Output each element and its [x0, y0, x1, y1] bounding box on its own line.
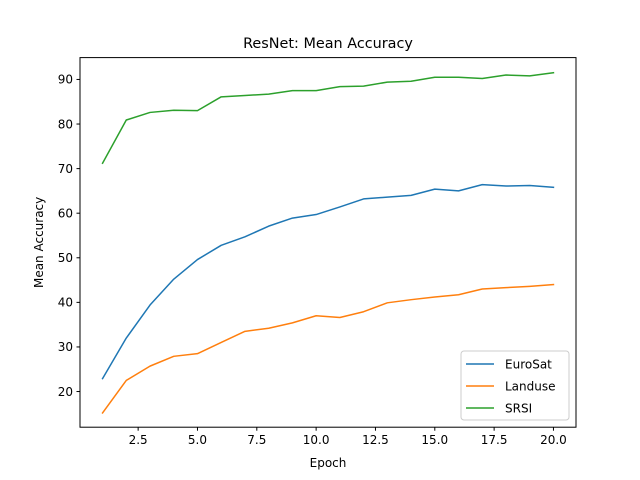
y-tick-label: 70	[58, 162, 73, 176]
y-tick-label: 90	[58, 73, 73, 87]
series-line-landuse	[101, 283, 555, 414]
x-tick-label: 2.5	[129, 433, 148, 447]
x-tick-label: 12.5	[362, 433, 389, 447]
chart-title: ResNet: Mean Accuracy	[243, 36, 413, 52]
x-tick-label: 17.5	[481, 433, 508, 447]
legend: EuroSat Landuse SRSI	[460, 350, 570, 421]
legend-label-eurosat: EuroSat	[505, 357, 552, 371]
y-tick-label: 30	[58, 340, 73, 354]
legend-box	[460, 350, 570, 421]
y-tick-label: 50	[58, 251, 73, 265]
y-axis: 20 30 40 50 60 70 80 90	[58, 73, 80, 399]
y-axis-label: Mean Accuracy	[32, 197, 46, 288]
x-tick-label: 7.5	[247, 433, 266, 447]
x-tick-label: 15.0	[421, 433, 448, 447]
y-tick-label: 80	[58, 117, 73, 131]
x-tick-label: 5.0	[188, 433, 207, 447]
y-tick-label: 60	[58, 206, 73, 220]
x-tick-label: 20.0	[540, 433, 567, 447]
y-tick-label: 40	[58, 296, 73, 310]
series-layer	[101, 71, 555, 414]
series-line-srsi	[101, 71, 555, 165]
x-tick-label: 10.0	[303, 433, 330, 447]
plot-area-frame	[79, 57, 577, 428]
y-tick-label: 20	[58, 385, 73, 399]
series-line-eurosat	[101, 183, 555, 380]
x-axis-label: Epoch	[310, 456, 347, 470]
legend-label-landuse: Landuse	[505, 379, 556, 393]
x-axis: 2.5 5.0 7.5 10.0 12.5 15.0 17.5 20.0	[129, 427, 567, 447]
legend-label-srsi: SRSI	[505, 401, 532, 415]
